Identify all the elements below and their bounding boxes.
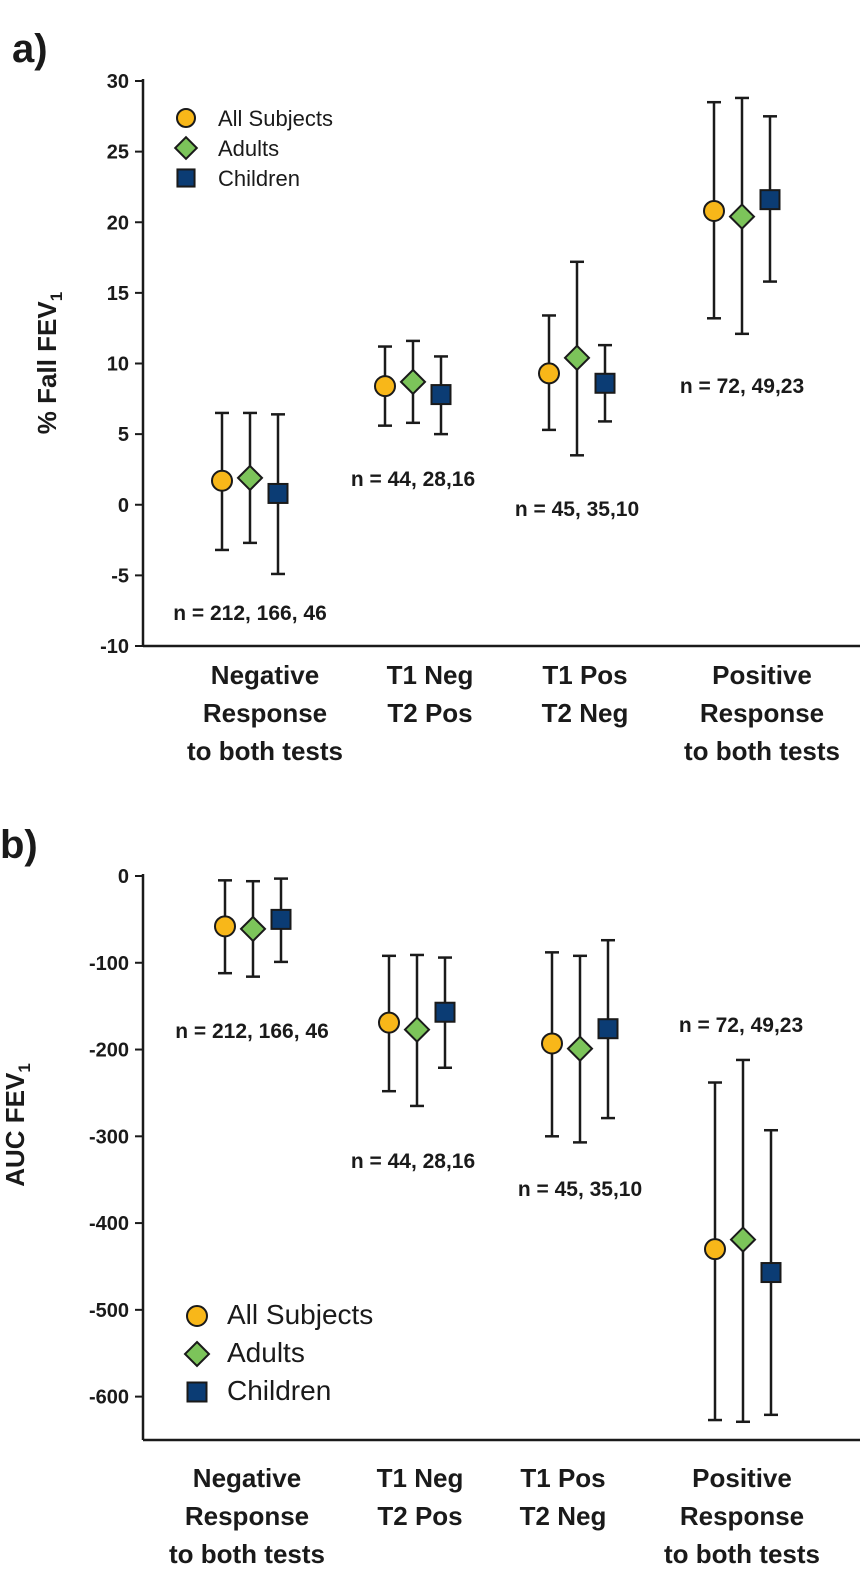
panel-a-category-label: T1 Neg — [387, 660, 474, 690]
panel-b-legend-label: All Subjects — [227, 1299, 373, 1330]
panel-b-point-diamond — [239, 915, 267, 943]
panel-b-point-square — [434, 1001, 456, 1023]
panel-b-point-circle — [214, 915, 236, 938]
panel-a-category-label: Negative — [211, 660, 319, 690]
panel-a-point-circle — [374, 375, 396, 398]
panel-b-category-label: T1 Pos — [520, 1463, 605, 1493]
panel-a-y-tick-label: 30 — [107, 71, 129, 93]
panel-b-n-label: n = 72, 49,23 — [679, 1014, 803, 1037]
panel-b-n-label: n = 44, 28,16 — [351, 1150, 475, 1173]
panel-a-legend-marker-diamond — [173, 135, 199, 161]
panel-a-point-circle — [538, 362, 560, 385]
panel-a-category-label: Response — [203, 698, 327, 728]
panel-b-point-square — [760, 1262, 782, 1284]
panel-a-point-diamond — [563, 344, 591, 372]
panel-b-category-label: Response — [185, 1501, 309, 1531]
panel-b-category-label: Response — [680, 1501, 804, 1531]
panel-a-point-square — [267, 482, 289, 504]
panel-a-y-tick-label: 25 — [107, 142, 129, 164]
panel-b-n-label: n = 45, 35,10 — [518, 1178, 642, 1201]
panel-a-category-label: Positive — [712, 660, 812, 690]
panel-a-category-label: T1 Pos — [542, 660, 627, 690]
panel-a-point-diamond — [399, 368, 427, 396]
panel-a-category-label: T2 Pos — [387, 698, 472, 728]
panel-b-category-label: to both tests — [169, 1539, 325, 1569]
panel-b-y-tick-label: -500 — [89, 1300, 129, 1322]
panel-a-label: a) — [12, 27, 48, 71]
panel-a-point-square — [430, 384, 452, 406]
panel-b-label: b) — [0, 823, 38, 867]
panel-b-point-circle — [541, 1032, 563, 1055]
panel-b-point-circle — [378, 1011, 400, 1034]
panel-b-point-diamond — [403, 1016, 431, 1043]
panel-b-legend-marker-square — [186, 1381, 208, 1403]
panel-b-point-diamond — [566, 1035, 594, 1063]
panel-a-n-label: n = 212, 166, 46 — [173, 602, 327, 625]
panel-a-point-circle — [703, 199, 725, 222]
panel-a-y-tick-label: 5 — [118, 424, 129, 446]
panel-a-y-tick-label: 0 — [118, 495, 129, 517]
panel-a-y-tick-label: 10 — [107, 354, 129, 376]
panel-a-y-tick-label: -5 — [111, 565, 129, 587]
panel-b-y-tick-label: -300 — [89, 1126, 129, 1148]
panel-a-legend-label: All Subjects — [218, 106, 333, 131]
panel-b-legend-label: Adults — [227, 1337, 305, 1368]
panel-b-category-label: T2 Pos — [377, 1501, 462, 1531]
panel-b-y-tick-label: -100 — [89, 953, 129, 975]
panel-b-category-label: Positive — [692, 1463, 792, 1493]
panel-a-point-square — [594, 372, 616, 394]
panel-a-legend-marker-circle — [176, 108, 196, 128]
panel-b-category-label: T1 Neg — [377, 1463, 464, 1493]
panel-b-point-square — [270, 908, 292, 930]
panel-a-legend-marker-square — [176, 168, 196, 188]
panel-a-point-diamond — [728, 203, 756, 231]
panel-a-category-label: to both tests — [684, 736, 840, 766]
panel-b-n-label: n = 212, 166, 46 — [175, 1020, 329, 1043]
panel-a-point-diamond — [236, 464, 264, 492]
panel-b-point-diamond — [729, 1226, 757, 1253]
panel-b-y-tick-label: 0 — [118, 866, 129, 888]
panel-b-legend-marker-circle — [186, 1305, 208, 1327]
panel-a-y-tick-label: 20 — [107, 212, 129, 234]
panel-a-legend-label: Adults — [218, 136, 279, 161]
panel-a-point-square — [759, 189, 781, 211]
panel-b-y-tick-label: -400 — [89, 1213, 129, 1235]
panel-a-category-label: T2 Neg — [542, 698, 629, 728]
panel-a-n-label: n = 45, 35,10 — [515, 498, 639, 521]
panel-a-legend-label: Children — [218, 166, 300, 191]
panel-b-point-square — [597, 1018, 619, 1040]
panel-b-y-tick-label: -200 — [89, 1040, 129, 1062]
panel-b-legend-label: Children — [227, 1375, 331, 1406]
panel-a-y-tick-label: -10 — [100, 636, 129, 658]
panel-a-y-axis-title: % Fall FEV1 — [32, 292, 66, 434]
panel-a-n-label: n = 44, 28,16 — [351, 468, 475, 491]
panel-b-category-label: T2 Neg — [520, 1501, 607, 1531]
panel-a-category-label: Response — [700, 698, 824, 728]
panel-a-n-label: n = 72, 49,23 — [680, 375, 804, 398]
panel-b-point-circle — [704, 1238, 726, 1261]
panel-b-y-axis-title: AUC FEV1 — [0, 1063, 34, 1187]
panel-a-y-tick-label: 15 — [107, 283, 129, 305]
panel-a-category-label: to both tests — [187, 736, 343, 766]
panel-b-legend-marker-diamond — [183, 1340, 211, 1368]
panel-b-category-label: to both tests — [664, 1539, 820, 1569]
panel-b-y-tick-label: -600 — [89, 1387, 129, 1409]
panel-a-point-circle — [211, 469, 233, 492]
panel-b-category-label: Negative — [193, 1463, 301, 1493]
